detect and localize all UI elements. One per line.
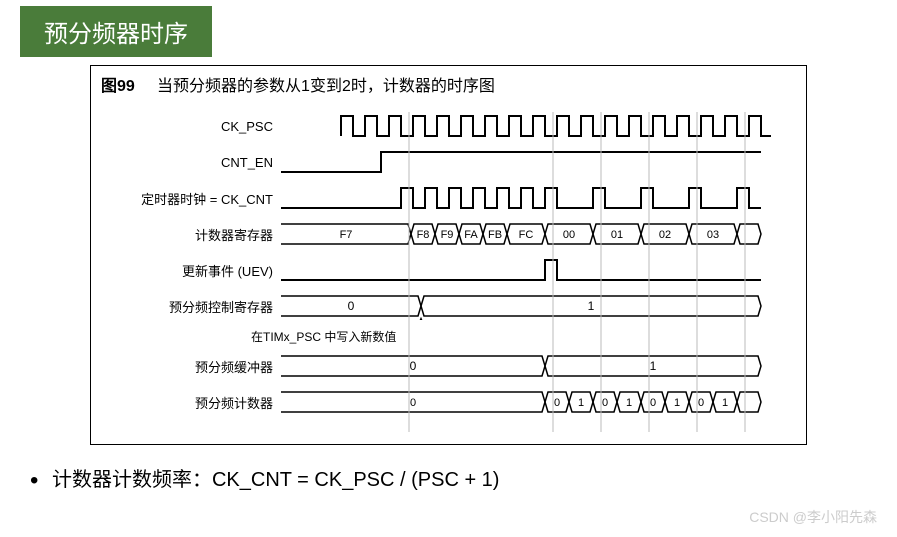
svg-text:F9: F9 (441, 229, 454, 241)
header-title: 预分频器时序 (44, 21, 188, 48)
label-ck-psc: CK_PSC (111, 119, 281, 134)
row-ck-cnt: 定时器时钟 = CK_CNT (111, 184, 786, 212)
wave-cnt-en (281, 148, 786, 176)
svg-text:01: 01 (611, 229, 623, 241)
svg-text:02: 02 (659, 229, 671, 241)
svg-text:FB: FB (488, 229, 502, 241)
formula-line: • 计数器计数频率：CK_CNT = CK_PSC / (PSC + 1) (30, 463, 897, 495)
row-note: 在TIMx_PSC 中写入新数值 (111, 328, 786, 348)
label-cnt-en: CNT_EN (111, 155, 281, 170)
row-cnt-en: CNT_EN (111, 148, 786, 176)
wave-ck-cnt (281, 184, 786, 212)
watermark-text: CSDN @李小阳先森 (749, 507, 877, 527)
svg-text:0: 0 (650, 397, 656, 409)
timing-diagram: CK_PSC CNT_EN 定时器时钟 = CK_CNT 计数器寄存器 F7 F8… (91, 102, 806, 444)
svg-text:1: 1 (626, 397, 632, 409)
figure-container: 图99 当预分频器的参数从1变到2时，计数器的时序图 CK_PSC CNT_EN… (90, 65, 807, 445)
svg-text:0: 0 (348, 299, 355, 313)
bullet-icon: • (30, 467, 38, 494)
svg-text:1: 1 (578, 397, 584, 409)
label-ck-cnt: 定时器时钟 = CK_CNT (111, 189, 281, 208)
row-psc-ctrl: 预分频控制寄存器 01 (111, 292, 786, 320)
wave-psc-ctrl: 01 (281, 292, 786, 320)
svg-text:00: 00 (563, 229, 575, 241)
row-psc-buf: 预分频缓冲器 01 (111, 352, 786, 380)
svg-text:1: 1 (650, 359, 657, 373)
svg-text:1: 1 (722, 397, 728, 409)
row-ck-psc: CK_PSC (111, 112, 786, 140)
row-psc-cnt: 预分频计数器 0 0 1 0 1 0 1 0 1 (111, 388, 786, 416)
figure-number: 图99 (101, 78, 135, 95)
label-counter-reg: 计数器寄存器 (111, 225, 281, 244)
svg-text:03: 03 (707, 229, 719, 241)
wave-psc-cnt: 0 0 1 0 1 0 1 0 1 (281, 388, 786, 416)
svg-text:FC: FC (519, 229, 534, 241)
svg-text:F8: F8 (417, 229, 430, 241)
wave-uev (281, 256, 786, 284)
svg-text:0: 0 (410, 397, 416, 409)
wave-counter-reg: F7 F8 F9 FA FB FC 00 01 02 03 (281, 220, 786, 248)
svg-text:0: 0 (698, 397, 704, 409)
figure-caption-text: 当预分频器的参数从1变到2时，计数器的时序图 (157, 78, 495, 95)
label-psc-cnt: 预分频计数器 (111, 393, 281, 412)
formula-text: 计数器计数频率：CK_CNT = CK_PSC / (PSC + 1) (52, 469, 500, 491)
figure-caption: 图99 当预分频器的参数从1变到2时，计数器的时序图 (91, 66, 806, 102)
svg-text:1: 1 (588, 299, 595, 313)
svg-text:1: 1 (674, 397, 680, 409)
row-counter-reg: 计数器寄存器 F7 F8 F9 FA FB FC 00 01 02 03 (111, 220, 786, 248)
label-uev: 更新事件 (UEV) (111, 261, 281, 280)
wave-ck-psc (281, 112, 786, 140)
svg-text:0: 0 (554, 397, 560, 409)
svg-text:F7: F7 (340, 229, 353, 241)
psc-write-note: 在TIMx_PSC 中写入新数值 (251, 328, 396, 345)
label-psc-ctrl: 预分频控制寄存器 (111, 297, 281, 316)
svg-text:0: 0 (410, 359, 417, 373)
svg-text:FA: FA (464, 229, 478, 241)
page-header: 预分频器时序 (20, 6, 212, 57)
wave-psc-buf: 01 (281, 352, 786, 380)
label-psc-buf: 预分频缓冲器 (111, 357, 281, 376)
svg-text:0: 0 (602, 397, 608, 409)
row-uev: 更新事件 (UEV) (111, 256, 786, 284)
